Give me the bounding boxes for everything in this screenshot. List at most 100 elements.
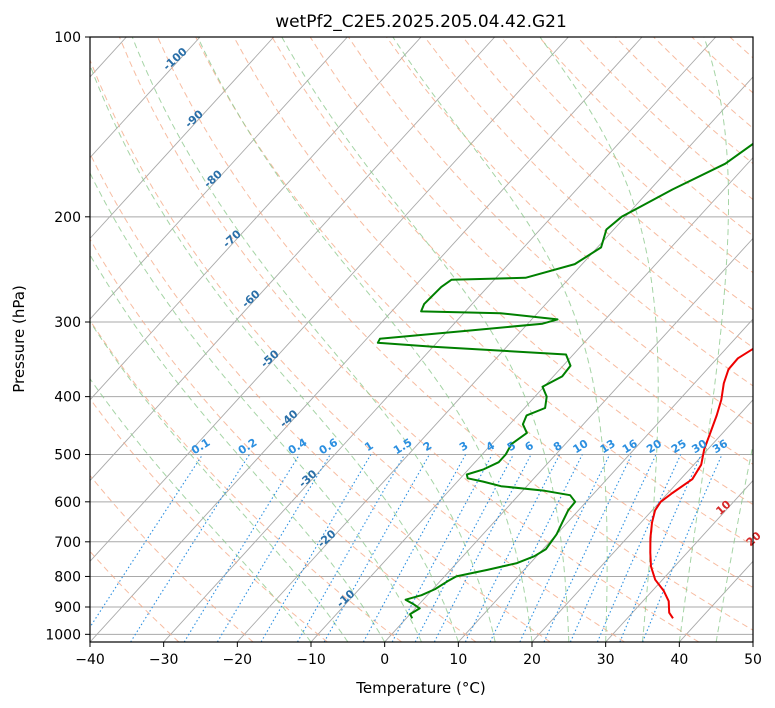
mixing-ratio-line bbox=[642, 454, 723, 642]
dry-adiabat-label: -100 bbox=[161, 45, 190, 73]
dry-adiabat-line bbox=[90, 238, 477, 642]
isotherm-line bbox=[752, 641, 753, 642]
dry-adiabat-label: -50 bbox=[258, 347, 282, 370]
axes: −40 −30 −20 −10 0 10 20 30 40 5010020030040050060… bbox=[45, 30, 762, 668]
mixing-ratio-label: 30 bbox=[689, 437, 709, 456]
mixing-ratio-line bbox=[260, 454, 372, 642]
mixing-ratio-line bbox=[433, 454, 532, 642]
isotherm-line bbox=[458, 318, 753, 642]
mixing-ratio-label: 3 bbox=[457, 439, 470, 454]
line-labels: 0.1 0.2 0.4 0.6 1 1.5 2 3 4 5 6 8 10 13 16 20 25 30 36-100… bbox=[161, 45, 764, 610]
isotherm-line bbox=[90, 37, 201, 159]
dry-adiabat-line bbox=[90, 474, 254, 642]
dry-adiabat-line bbox=[90, 319, 403, 642]
moist-adiabat-line bbox=[539, 37, 659, 642]
chart-title: wetPf2_C2E5.2025.205.04.42.G21 bbox=[275, 12, 567, 32]
y-tick-label: 400 bbox=[54, 390, 81, 406]
x-tick-label: 20 bbox=[523, 652, 541, 668]
moist-adiabat-line bbox=[392, 37, 608, 642]
mixing-ratio-line bbox=[569, 454, 657, 642]
x-tick-label: −10 bbox=[296, 652, 326, 668]
dry-adiabat-line bbox=[233, 37, 753, 547]
dry-adiabat-line bbox=[462, 37, 753, 311]
moist-adiabat-line bbox=[90, 377, 312, 642]
x-tick-label: −30 bbox=[149, 652, 179, 668]
mixing-ratio-line bbox=[519, 454, 611, 642]
mixing-ratio-label: 20 bbox=[644, 437, 664, 456]
dry-adiabat-line bbox=[615, 37, 753, 165]
dry-adiabat-line bbox=[653, 37, 753, 129]
dry-adiabat-line bbox=[90, 397, 328, 642]
isotherm-line bbox=[237, 76, 753, 642]
moist-adiabat-line bbox=[715, 442, 753, 642]
mixing-ratio-line bbox=[323, 454, 430, 642]
plot-frame bbox=[89, 36, 754, 643]
isotherm-line bbox=[90, 37, 643, 642]
dry-adiabat-line bbox=[271, 37, 753, 506]
mixing-ratio-label: 6 bbox=[523, 439, 537, 454]
mixing-ratio-line bbox=[130, 454, 250, 642]
moist-adiabat-line bbox=[678, 37, 729, 642]
mixing-ratio-line bbox=[362, 454, 467, 642]
background-lines bbox=[90, 37, 775, 642]
isotherm-line bbox=[384, 237, 753, 642]
mixing-ratio-line bbox=[216, 454, 331, 642]
dry-adiabat-label: -30 bbox=[296, 467, 320, 490]
mixing-ratio-label: 2 bbox=[421, 439, 434, 454]
x-tick-label: 50 bbox=[744, 652, 762, 668]
mixing-ratio-label: 25 bbox=[669, 437, 689, 456]
mixing-ratio-label: 4 bbox=[484, 439, 498, 454]
dry-adiabat-line bbox=[90, 152, 551, 642]
y-tick-label: 500 bbox=[54, 448, 81, 464]
mixing-ratio-line bbox=[596, 454, 682, 642]
y-axis-title: Pressure (hPa) bbox=[10, 285, 28, 393]
dry-adiabat-label: -70 bbox=[220, 227, 244, 250]
isotherm-line bbox=[90, 37, 569, 562]
mixing-ratio-label: 0.4 bbox=[286, 436, 310, 458]
y-tick-label: 900 bbox=[54, 600, 81, 616]
x-tick-label: 10 bbox=[449, 652, 467, 668]
x-tick-label: 0 bbox=[380, 652, 389, 668]
dry-adiabat-label: -90 bbox=[182, 107, 206, 130]
isotherm-line bbox=[90, 37, 348, 320]
isotherm-line bbox=[605, 479, 753, 642]
dry-adiabat-line bbox=[118, 37, 700, 642]
y-tick-label: 800 bbox=[54, 569, 81, 585]
moist-adiabat-line bbox=[90, 320, 349, 642]
x-tick-label: 40 bbox=[670, 652, 688, 668]
moist-adiabat-label: 20 bbox=[744, 529, 764, 549]
dry-adiabat-label: -40 bbox=[277, 407, 301, 430]
isotherm-line bbox=[90, 37, 496, 482]
mixing-ratio-line bbox=[297, 454, 406, 642]
mixing-ratio-line bbox=[414, 454, 514, 642]
dry-adiabat-label: -80 bbox=[201, 167, 225, 190]
dry-adiabat-label: -20 bbox=[315, 527, 339, 550]
x-tick-label: −20 bbox=[223, 652, 253, 668]
mixing-ratio-line bbox=[391, 454, 493, 642]
dry-adiabat-label: -60 bbox=[239, 287, 263, 310]
dry-adiabat-line bbox=[90, 550, 180, 642]
mixing-ratio-label: 16 bbox=[620, 437, 640, 456]
y-tick-label: 1000 bbox=[45, 627, 81, 643]
y-tick-label: 300 bbox=[54, 315, 81, 331]
dry-adiabat-line bbox=[768, 37, 775, 642]
y-tick-label: 600 bbox=[54, 495, 81, 511]
dry-adiabat-line bbox=[195, 37, 753, 589]
temperature-profile-line bbox=[649, 347, 753, 619]
moist-adiabat-line bbox=[90, 63, 459, 642]
x-axis-title: Temperature (°C) bbox=[355, 679, 485, 697]
profile-lines bbox=[376, 142, 753, 619]
moist-adiabat-line bbox=[197, 37, 533, 642]
isotherm-line bbox=[531, 399, 753, 642]
isotherm-line bbox=[163, 37, 717, 642]
mixing-ratio-line bbox=[543, 454, 633, 642]
mixing-ratio-line bbox=[90, 454, 204, 629]
x-tick-label: −40 bbox=[75, 652, 105, 668]
mixing-ratio-label: 10 bbox=[571, 437, 591, 456]
dry-adiabat-line bbox=[386, 37, 753, 387]
dry-adiabat-line bbox=[157, 37, 753, 631]
isotherm-line bbox=[679, 560, 753, 642]
isotherm-line bbox=[310, 156, 753, 642]
isotherm-line bbox=[90, 37, 422, 401]
